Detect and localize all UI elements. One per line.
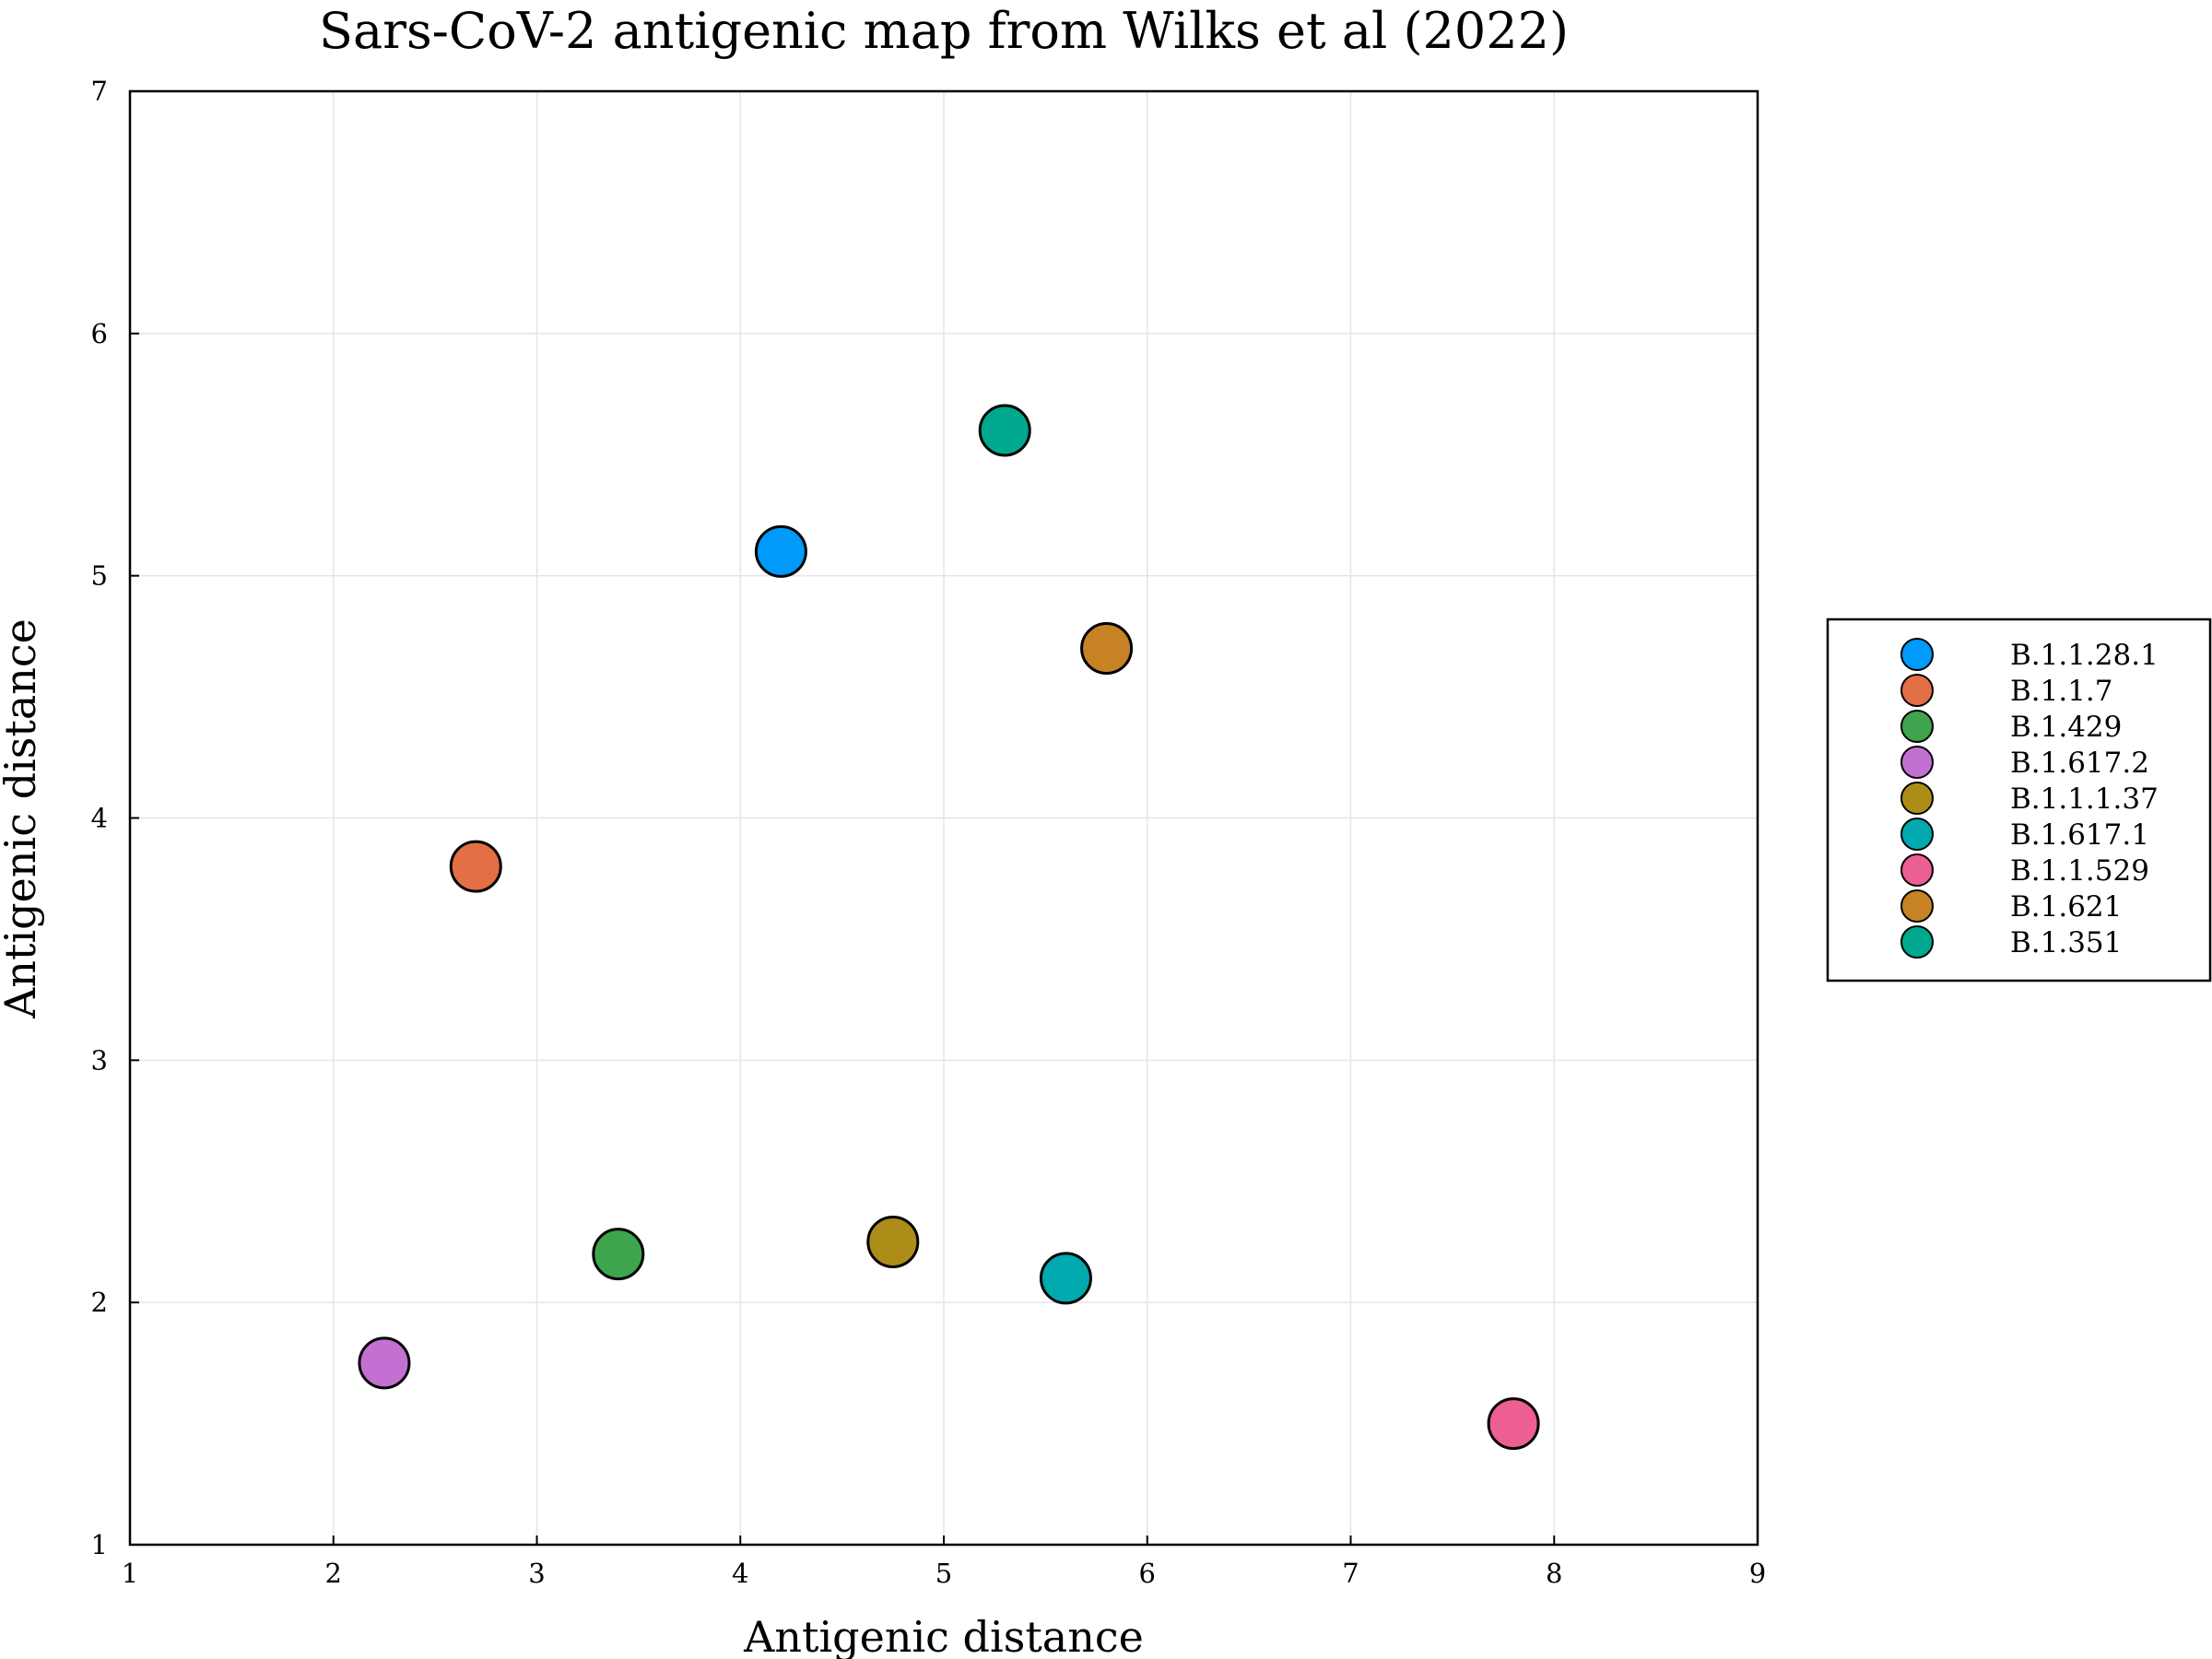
data-point: [866, 1215, 920, 1268]
x-tick-label: 5: [935, 1558, 952, 1589]
data-point: [978, 404, 1031, 457]
legend-marker: [1900, 746, 1934, 779]
legend-label: B.1.1.1.37: [2010, 782, 2159, 816]
legend-marker: [1900, 925, 1934, 959]
legend-label: B.1.1.28.1: [2010, 639, 2159, 672]
legend-box: [1826, 618, 2212, 982]
y-tick-label: 6: [91, 318, 108, 349]
legend-label: B.1.1.7: [2010, 675, 2113, 708]
y-tick-label: 5: [91, 560, 108, 592]
legend-label: B.1.617.1: [2010, 818, 2149, 852]
chart-title: Sars-CoV-2 antigenic map from Wilks et a…: [319, 2, 1569, 60]
legend-label: B.1.617.2: [2010, 747, 2149, 780]
legend-marker: [1900, 638, 1934, 671]
legend-marker: [1900, 818, 1934, 851]
x-tick-label: 6: [1139, 1558, 1156, 1589]
legend-label: B.1.429: [2010, 711, 2122, 744]
y-axis: 1 2 3 4 5 6 7: [91, 76, 139, 1560]
grid: [129, 90, 1759, 1546]
x-tick-label: 7: [1342, 1558, 1359, 1589]
x-axis-label: Antigenic distance: [743, 1612, 1144, 1659]
legend-marker: [1900, 710, 1934, 743]
legend-label: B.1.1.529: [2010, 854, 2149, 888]
x-tick-label: 4: [732, 1558, 748, 1589]
x-tick-label: 9: [1749, 1558, 1766, 1589]
data-point: [449, 840, 502, 893]
legend-marker: [1900, 782, 1934, 815]
legend-label: B.1.621: [2010, 890, 2122, 924]
x-tick-label: 2: [325, 1558, 342, 1589]
legend-label: B.1.351: [2010, 926, 2122, 959]
x-tick-label: 1: [122, 1558, 138, 1589]
legend-marker: [1900, 853, 1934, 887]
data-point: [1080, 622, 1134, 676]
x-axis: 1 2 3 4 5 6 7 8 9: [122, 1535, 1766, 1589]
legend: B.1.1.28.1B.1.1.7B.1.429B.1.617.2B.1.1.1…: [1826, 618, 2212, 982]
y-tick-label: 2: [91, 1287, 108, 1318]
data-points: [358, 404, 1540, 1451]
data-point: [754, 524, 807, 578]
data-point: [1487, 1397, 1540, 1451]
y-tick-label: 3: [91, 1044, 108, 1076]
y-tick-label: 7: [91, 76, 108, 107]
x-tick-label: 3: [528, 1558, 545, 1589]
legend-marker: [1900, 889, 1934, 923]
y-axis-label: Antigenic distance: [0, 618, 45, 1019]
legend-marker: [1900, 674, 1934, 707]
y-tick-label: 4: [91, 803, 108, 834]
data-point: [1039, 1252, 1092, 1305]
data-point: [358, 1336, 411, 1390]
y-tick-label: 1: [91, 1529, 108, 1560]
data-point: [592, 1228, 645, 1281]
x-tick-label: 8: [1546, 1558, 1562, 1589]
